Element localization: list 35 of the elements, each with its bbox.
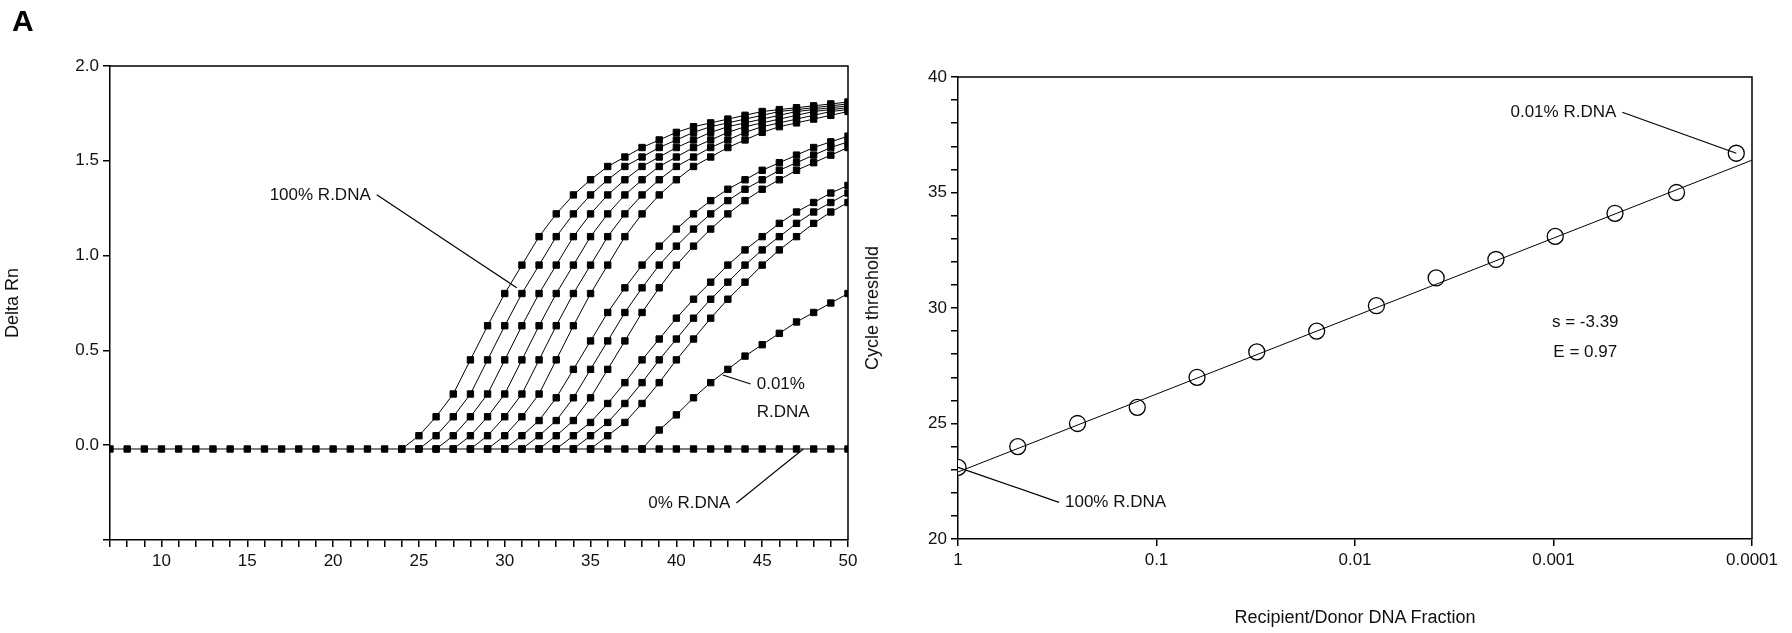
x-tick-label: 15 <box>237 550 257 570</box>
y-tick-label: 40 <box>928 66 947 86</box>
y-tick-label: 0.0 <box>75 434 99 454</box>
y-tick-label: 20 <box>928 528 947 548</box>
y-tick-label: 30 <box>928 297 947 317</box>
x-tick-label: 20 <box>323 550 343 570</box>
x-tick-label: 0.1 <box>1144 549 1169 569</box>
x-tick-label: 45 <box>752 550 772 570</box>
y-tick-label: 2.0 <box>75 55 99 75</box>
x-tick-label: 0.0001 <box>1726 549 1778 569</box>
x-tick-label: 50 <box>838 550 858 570</box>
x-tick-label: 40 <box>666 550 686 570</box>
annotation: 0.01% R.DNA <box>756 373 811 421</box>
x-tick-label: 10 <box>152 550 171 570</box>
y-axis-title: Cycle threshold <box>861 245 882 371</box>
x-tick-label: 35 <box>581 550 601 570</box>
y-axis-title: Delta Rn <box>1 267 22 339</box>
x-tick-label: 25 <box>409 550 429 570</box>
x-tick-label: 30 <box>495 550 515 570</box>
x-axis-title: Recipient/Donor DNA Fraction <box>1234 607 1476 628</box>
x-tick-label: 0.01 <box>1338 549 1372 569</box>
chart-title: A <box>12 4 34 38</box>
annotation: 100% R.DNA <box>269 184 372 204</box>
annotation: 0% R.DNA <box>648 492 732 512</box>
y-tick-label: 1.5 <box>75 150 99 170</box>
y-tick-label: 0.5 <box>75 340 99 360</box>
x-tick-label: 0.001 <box>1532 549 1575 569</box>
y-tick-label: 25 <box>928 413 947 433</box>
annotation: E = 0.97 <box>1553 341 1618 361</box>
x-tick-label: 1 <box>953 549 963 569</box>
annotation: 0.01% R.DNA <box>1510 101 1617 121</box>
y-tick-label: 35 <box>928 182 947 202</box>
annotation: s = -3.39 <box>1551 311 1619 331</box>
y-tick-label: 1.0 <box>75 245 99 265</box>
annotation: 100% R.DNA <box>1065 492 1167 512</box>
